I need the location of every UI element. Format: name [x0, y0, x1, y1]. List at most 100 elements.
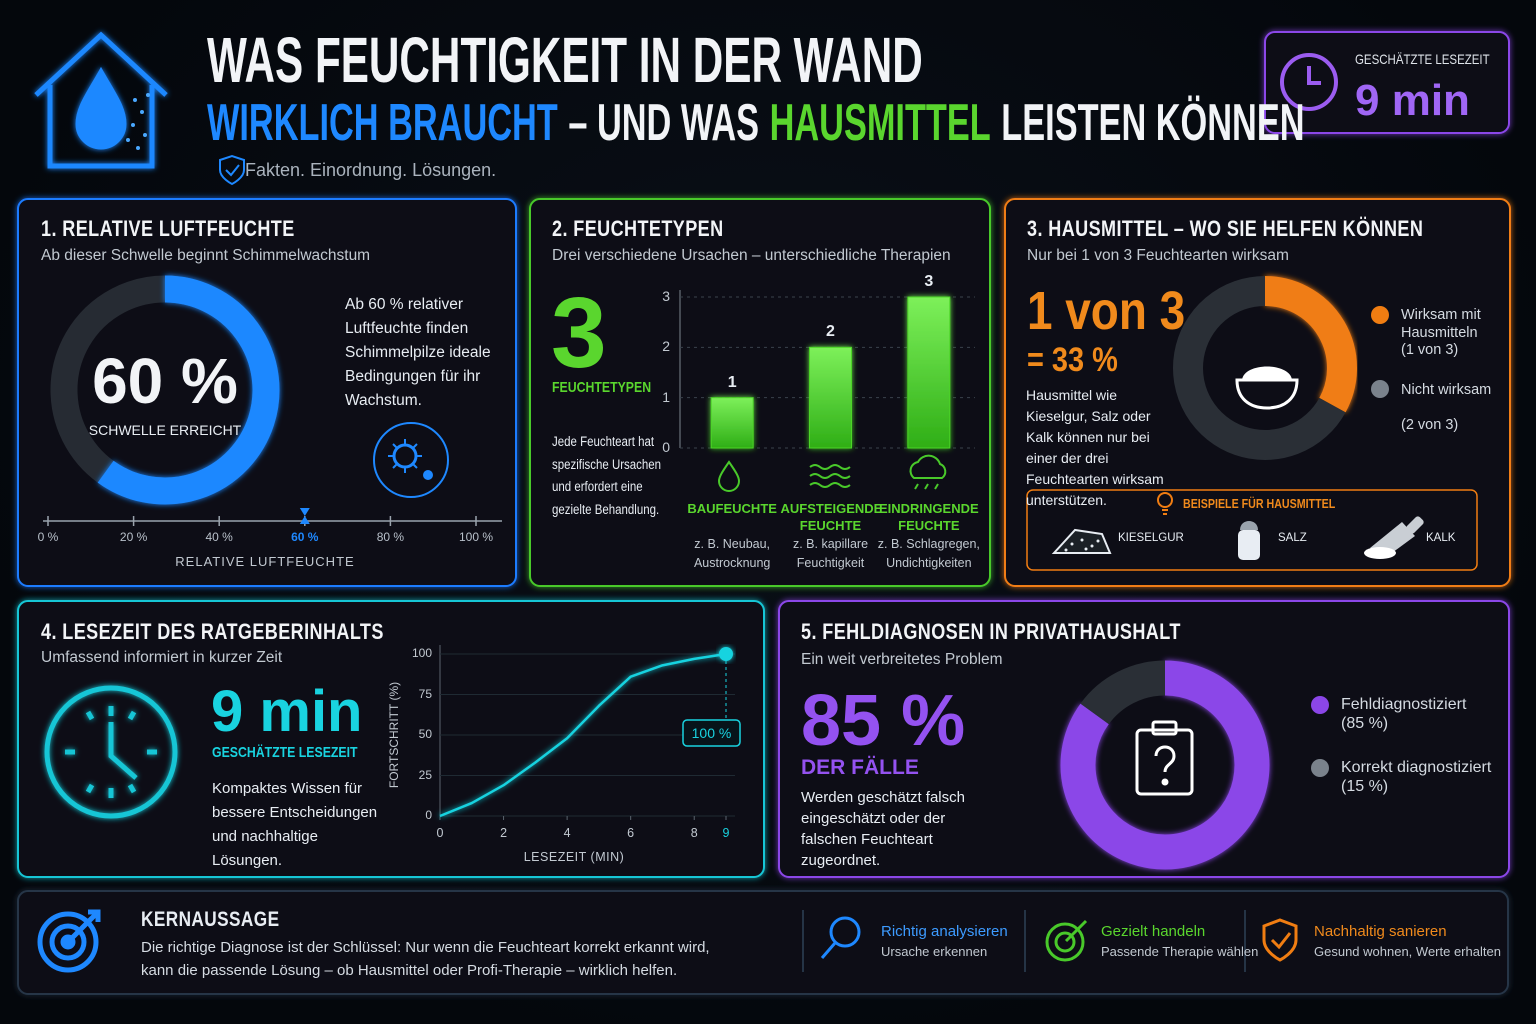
total-label: FEUCHTETYPEN — [552, 379, 652, 396]
clipboard-icon — [1135, 720, 1194, 796]
y-tick-label: 0 — [662, 439, 670, 455]
panel-subtitle: Nur bei 1 von 3 Feuchtearten wirksam — [1027, 247, 1289, 264]
gauge-caption: SCHWELLE ERREICHT — [88, 422, 242, 438]
x-tick-label: 100 % — [458, 530, 494, 544]
category-label: BAUFEUCHTE — [687, 501, 777, 516]
x-tick-label: 2 — [500, 826, 508, 840]
bulb-icon — [1157, 492, 1173, 515]
y-tick-label: 0 — [425, 808, 432, 822]
footer-item-text: Gesund wohnen, Werte erhalten — [1314, 944, 1501, 959]
footer-title: KERNAUSSAGE — [141, 908, 280, 931]
legend-dot — [1311, 759, 1329, 777]
y-tick-label: 2 — [662, 338, 670, 355]
category-note: z. B. Schlagregen, Undichtigkeiten — [877, 537, 980, 570]
footer-separators — [802, 910, 1246, 972]
mold-icon — [373, 422, 449, 498]
house-particles — [126, 93, 150, 150]
x-tick-label: 20 % — [119, 530, 148, 544]
description: Werden geschätzt falsch eingeschätzt ode… — [801, 789, 965, 869]
title-line-1: WAS FEUCHTIGKEIT IN DER WAND — [207, 24, 923, 96]
reading-value: 9 min — [1355, 76, 1470, 125]
category-label: AUFSTEIGENDE FEUCHTE — [780, 501, 883, 533]
target-icon — [37, 909, 101, 973]
headline: 9 min — [211, 679, 363, 744]
clock-icon — [44, 685, 178, 819]
description: Ab 60 % relativer Luftfeuchte finden Sch… — [345, 296, 491, 409]
y-tick-label: 50 — [418, 727, 432, 741]
bowl-icon — [1235, 366, 1299, 410]
panel-subtitle: Drei verschiedene Ursachen – unterschied… — [552, 247, 951, 264]
headline-label: GESCHÄTZTE LESEZEIT — [212, 744, 358, 761]
footer-item-text: Ursache erkennen — [881, 944, 988, 959]
y-tick-label: 3 — [662, 288, 670, 304]
x-tick-label: 8 — [690, 826, 698, 840]
legend-label: Wirksam mit Hausmitteln — [1401, 307, 1481, 341]
description: Hausmittel wie Kieselgur, Salz oder Kalk… — [1026, 387, 1164, 508]
description: Kompaktes Wissen für bessere Entscheidun… — [212, 780, 378, 869]
footer-item-title: Nachhaltig sanieren — [1314, 923, 1447, 940]
reading-box — [1264, 31, 1510, 134]
legend-dot — [1371, 306, 1389, 324]
progress-line — [439, 652, 727, 818]
bar-value-label: 3 — [924, 273, 934, 290]
panel-title: 2. FEUCHTETYPEN — [552, 216, 724, 241]
legend-value: (85 %) — [1341, 715, 1389, 732]
panel-title: 3. HAUSMITTEL – WO SIE HELFEN KÖNNEN — [1027, 216, 1424, 241]
panel-footer — [17, 890, 1509, 995]
shield-icon — [219, 154, 245, 186]
y-tick-label: 75 — [418, 686, 432, 701]
title-segment: – UND WAS — [568, 94, 760, 152]
x-tick-label: 0 % — [37, 530, 59, 544]
gauge-arc — [97, 275, 280, 505]
remedy-icons — [1051, 516, 1424, 560]
example-label: KALK — [1426, 532, 1456, 544]
title-segment: HAUSMITTEL — [769, 94, 991, 152]
footer-item-text: Passende Therapie wählen — [1101, 944, 1259, 959]
x-tick-label: 4 — [563, 826, 571, 840]
magnifier-icon — [820, 916, 861, 959]
panel-types — [529, 198, 991, 587]
title-line-2: WIRKLICH BRAUCHT – UND WAS HAUSMITTEL LEIST… — [207, 94, 1304, 154]
examples-title: BEISPIELE FÜR HAUSMITTEL — [1183, 496, 1336, 511]
examples-box — [1026, 489, 1478, 571]
category-note: z. B. Neubau, Austrocknung — [693, 537, 771, 570]
x-tick-label: 6 — [627, 826, 635, 840]
footer-text: Die richtige Diagnose ist der Schlüssel:… — [141, 939, 710, 979]
x-tick-label: 60 % — [291, 530, 319, 544]
panel-subtitle: Umfassend informiert in kurzer Zeit — [41, 649, 283, 666]
headline: 85 % — [801, 681, 966, 761]
example-label: SALZ — [1278, 532, 1307, 544]
title-segment: WIRKLICH BRAUCHT — [207, 94, 558, 152]
type-icons — [717, 454, 947, 492]
shield-check-icon — [1262, 918, 1298, 962]
y-tick-label: 25 — [418, 767, 432, 782]
x-axis-label: LESEZEIT (MIN) — [523, 850, 625, 864]
panel-title: 1. RELATIVE LUFTFEUCHTE — [41, 216, 295, 241]
tagline: Fakten. Einordnung. Lösungen. — [245, 160, 497, 180]
donut-segment — [1060, 660, 1270, 870]
headline-2: = 33 % — [1027, 341, 1118, 379]
panel-title: 5. FEHLDIAGNOSEN IN PRIVATHAUSHALT — [801, 619, 1181, 644]
legend-value: (2 von 3) — [1401, 417, 1459, 433]
end-point — [719, 647, 733, 661]
legend-dot — [1311, 696, 1329, 714]
bar — [809, 346, 852, 449]
bar-value-label: 2 — [826, 323, 835, 341]
legend-value: (1 von 3) — [1401, 342, 1459, 358]
bar — [907, 296, 951, 449]
legend-dot — [1371, 380, 1389, 398]
legend-label: Nicht wirksam — [1401, 382, 1492, 398]
legend-label: Fehldiagnostiziert — [1341, 696, 1467, 713]
category-label: EINDRINGENDE FEUCHTE — [878, 501, 979, 533]
headline-2: DER FÄLLE — [801, 756, 919, 779]
panel-title: 4. LESEZEIT DES RATGEBERINHALTS — [41, 619, 384, 644]
footer-item-title: Gezielt handeln — [1101, 923, 1206, 940]
legend-value: (15 %) — [1341, 778, 1389, 795]
x-tick-label: 9 — [722, 826, 730, 840]
donut-segment — [1264, 276, 1357, 413]
x-tick-label: 80 % — [376, 530, 405, 544]
footer-item-title: Richtig analysieren — [881, 923, 1008, 940]
reading-label: GESCHÄTZTE LESEZEIT — [1355, 51, 1490, 67]
